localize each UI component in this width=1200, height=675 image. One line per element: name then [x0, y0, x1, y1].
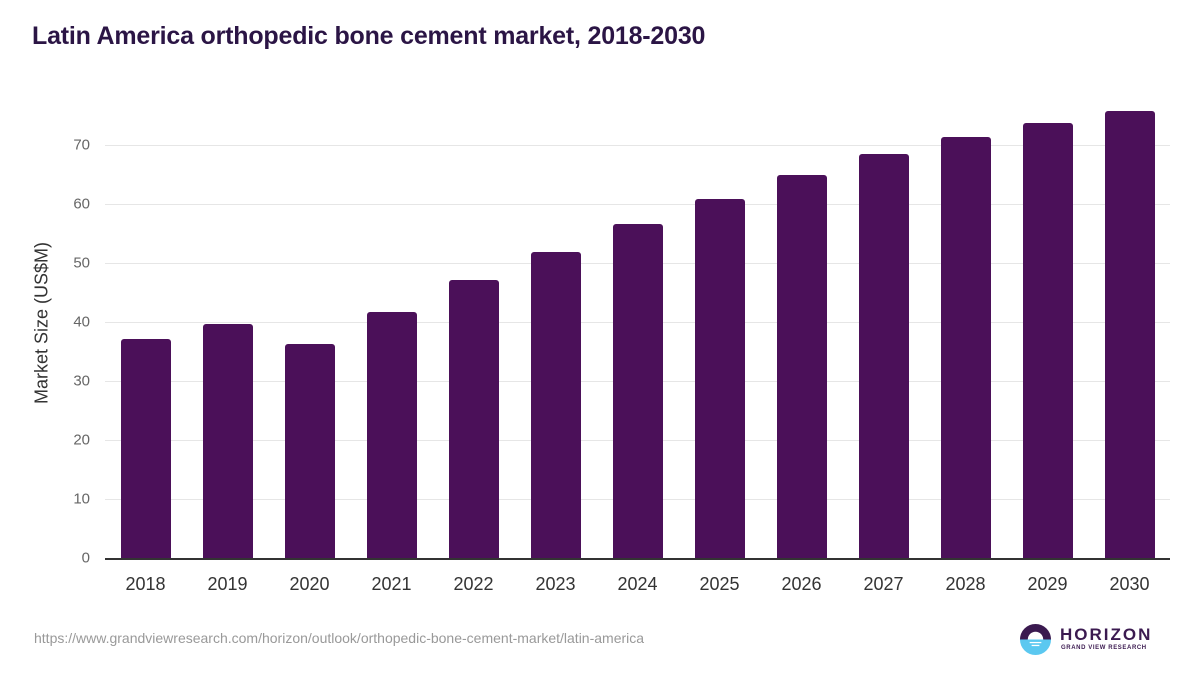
source-url[interactable]: https://www.grandviewresearch.com/horizo… [34, 630, 645, 646]
bar-2027[interactable] [858, 153, 909, 558]
bar-2024[interactable] [612, 224, 663, 558]
gridline [105, 204, 1170, 205]
y-tick-label: 70 [73, 136, 90, 154]
y-tick-label: 40 [73, 313, 90, 331]
bar-2020[interactable] [284, 343, 335, 558]
chart-title: Latin America orthopedic bone cement mar… [32, 22, 706, 50]
x-tick-label: 2023 [535, 574, 576, 594]
x-tick-label: 2020 [289, 574, 330, 594]
x-tick-label: 2021 [371, 574, 412, 594]
bar-2029[interactable] [1022, 123, 1073, 558]
x-tick-label: 2030 [1109, 574, 1150, 594]
y-tick-label: 50 [73, 254, 90, 272]
x-tick-label: 2019 [207, 574, 248, 594]
x-tick-label: 2024 [617, 574, 658, 594]
x-tick-label: 2026 [781, 574, 822, 594]
x-tick-label: 2022 [453, 574, 494, 594]
y-tick-label: 10 [73, 490, 90, 508]
bar-2018[interactable] [120, 339, 171, 558]
logo-subtitle: GRAND VIEW RESEARCH [1061, 645, 1147, 651]
x-tick-label: 2029 [1027, 574, 1068, 594]
bar-2019[interactable] [202, 323, 253, 558]
y-tick-label: 0 [81, 549, 90, 567]
bar-2022[interactable] [448, 280, 499, 558]
horizon-logo[interactable]: HORIZON GRAND VIEW RESEARCH [1019, 623, 1159, 657]
x-axis-line [105, 558, 1170, 560]
y-tick-label: 30 [73, 372, 90, 390]
bar-2030[interactable] [1104, 110, 1155, 558]
y-tick-label: 60 [73, 195, 90, 213]
y-tick-label: 20 [73, 431, 90, 449]
bar-chart: Market Size (US$M) 0 10 20 30 40 50 60 70 2018 2… [32, 110, 1170, 594]
logo-wordmark: HORIZON [1060, 625, 1153, 644]
x-tick-label: 2028 [945, 574, 986, 594]
x-tick-label: 2018 [125, 574, 166, 594]
bar-2021[interactable] [366, 311, 417, 558]
horizon-logo-icon [1019, 623, 1052, 656]
bar-2026[interactable] [776, 175, 827, 558]
x-tick-label: 2025 [699, 574, 740, 594]
x-tick-label: 2027 [863, 574, 904, 594]
bar-2023[interactable] [530, 251, 581, 558]
bar-2025[interactable] [694, 199, 745, 558]
bar-2028[interactable] [940, 136, 991, 558]
gridline [105, 145, 1170, 146]
